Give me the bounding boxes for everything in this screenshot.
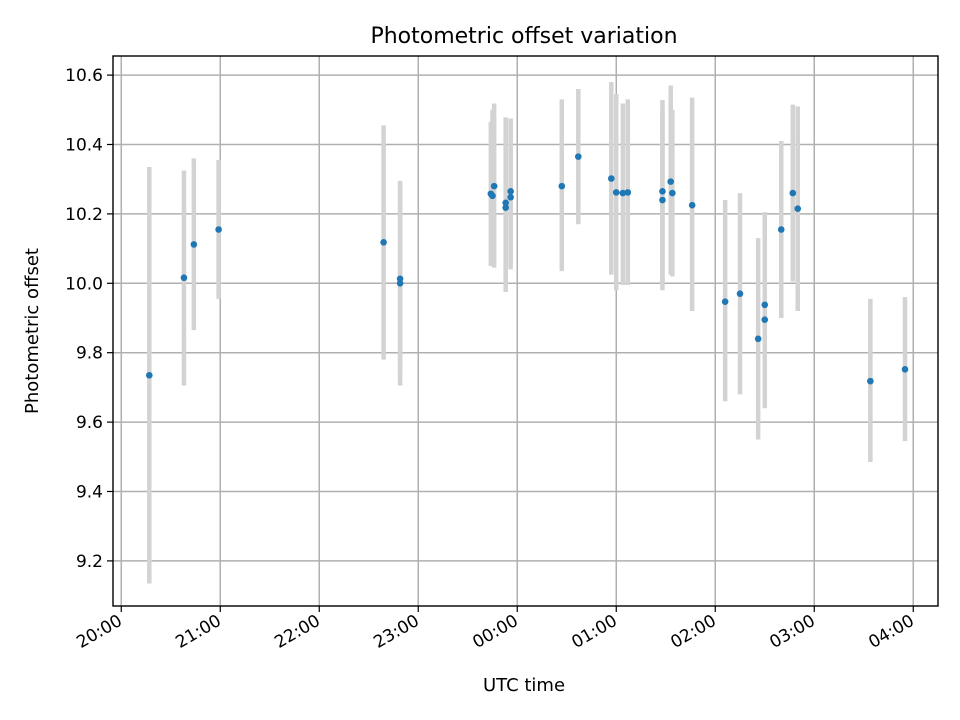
data-point [608, 175, 615, 182]
data-point [490, 182, 498, 190]
data-point [867, 377, 874, 385]
plot-marks [146, 82, 909, 584]
x-tick-label: 01:00 [568, 611, 620, 653]
data-point [612, 189, 620, 196]
y-tick-label: 9.6 [76, 413, 103, 433]
data-point [380, 239, 387, 246]
y-tick-label: 9.8 [76, 344, 103, 364]
x-tick-label: 00:00 [469, 611, 521, 653]
data-point [789, 189, 797, 197]
data-point [667, 178, 674, 185]
plot-frame [112, 55, 939, 607]
y-axis-label: Photometric offset [22, 248, 43, 414]
y-tick-label: 10.0 [65, 274, 103, 294]
data-point [721, 298, 729, 305]
data-point [507, 188, 514, 195]
data-point [190, 241, 198, 248]
data-point [777, 226, 785, 233]
x-tick-label: 23:00 [370, 611, 422, 653]
data-point [396, 279, 404, 287]
data-point [669, 189, 676, 197]
y-tick-label: 10.2 [65, 205, 103, 225]
data-point [146, 371, 153, 379]
data-point [215, 226, 222, 233]
grid-lines [113, 56, 938, 606]
data-point [558, 182, 566, 190]
data-point [688, 201, 696, 209]
y-tick-label: 9.4 [76, 482, 103, 502]
data-point [754, 335, 762, 343]
data-point [736, 290, 744, 297]
data-point [761, 316, 769, 324]
x-tick-label: 21:00 [172, 611, 224, 653]
x-tick-label: 22:00 [271, 611, 323, 653]
data-point [502, 204, 510, 211]
data-point [624, 189, 632, 196]
data-point [659, 188, 666, 195]
data-point [619, 189, 627, 197]
x-tick-label: 02:00 [667, 611, 719, 653]
data-point [502, 199, 510, 207]
data-point [794, 205, 802, 212]
data-point [507, 193, 514, 201]
data-point [901, 366, 909, 373]
data-point [659, 196, 666, 204]
y-tick-label: 9.2 [76, 552, 103, 572]
chart-title: Photometric offset variation [370, 24, 677, 49]
x-axis-label: UTC time [483, 675, 565, 696]
data-point [575, 153, 582, 160]
data-point [761, 301, 769, 309]
x-tick-label: 03:00 [766, 611, 818, 653]
y-tick-label: 10.4 [65, 135, 103, 155]
data-point [489, 192, 496, 200]
x-tick-label: 20:00 [73, 611, 125, 653]
y-tick-label: 10.6 [65, 66, 103, 86]
data-point [396, 275, 404, 283]
data-point [180, 274, 188, 282]
x-tick-label: 04:00 [865, 611, 917, 653]
